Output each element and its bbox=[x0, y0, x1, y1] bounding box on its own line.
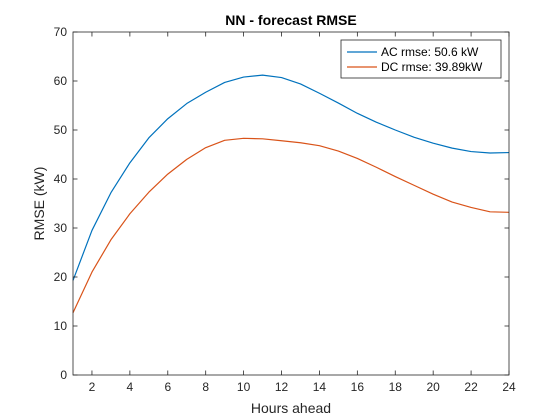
x-tick-label: 22 bbox=[464, 380, 478, 394]
y-axis-label: RMSE (kW) bbox=[31, 167, 47, 241]
y-tick-label: 60 bbox=[54, 74, 68, 88]
x-tick-label: 20 bbox=[426, 380, 440, 394]
x-tick-label: 18 bbox=[389, 380, 403, 394]
x-tick-label: 4 bbox=[127, 380, 134, 394]
x-tick-label: 8 bbox=[202, 380, 209, 394]
x-tick-label: 14 bbox=[313, 380, 327, 394]
y-tick-label: 70 bbox=[54, 25, 68, 39]
x-tick-label: 10 bbox=[237, 380, 251, 394]
y-tick-label: 0 bbox=[60, 368, 67, 382]
x-axis-label: Hours ahead bbox=[251, 400, 331, 416]
x-tick-label: 2 bbox=[89, 380, 96, 394]
x-tick-label: 6 bbox=[164, 380, 171, 394]
legend-entry-label: AC rmse: 50.6 kW bbox=[381, 45, 479, 59]
x-tick-label: 12 bbox=[275, 380, 289, 394]
y-tick-label: 40 bbox=[54, 172, 68, 186]
y-tick-label: 20 bbox=[54, 270, 68, 284]
chart-title: NN - forecast RMSE bbox=[225, 12, 356, 28]
legend-entry-label: DC rmse: 39.89kW bbox=[381, 60, 483, 74]
y-tick-label: 50 bbox=[54, 123, 68, 137]
y-tick-label: 10 bbox=[54, 319, 68, 333]
x-tick-label: 24 bbox=[502, 380, 516, 394]
x-tick-label: 16 bbox=[351, 380, 365, 394]
y-tick-label: 30 bbox=[54, 221, 68, 235]
